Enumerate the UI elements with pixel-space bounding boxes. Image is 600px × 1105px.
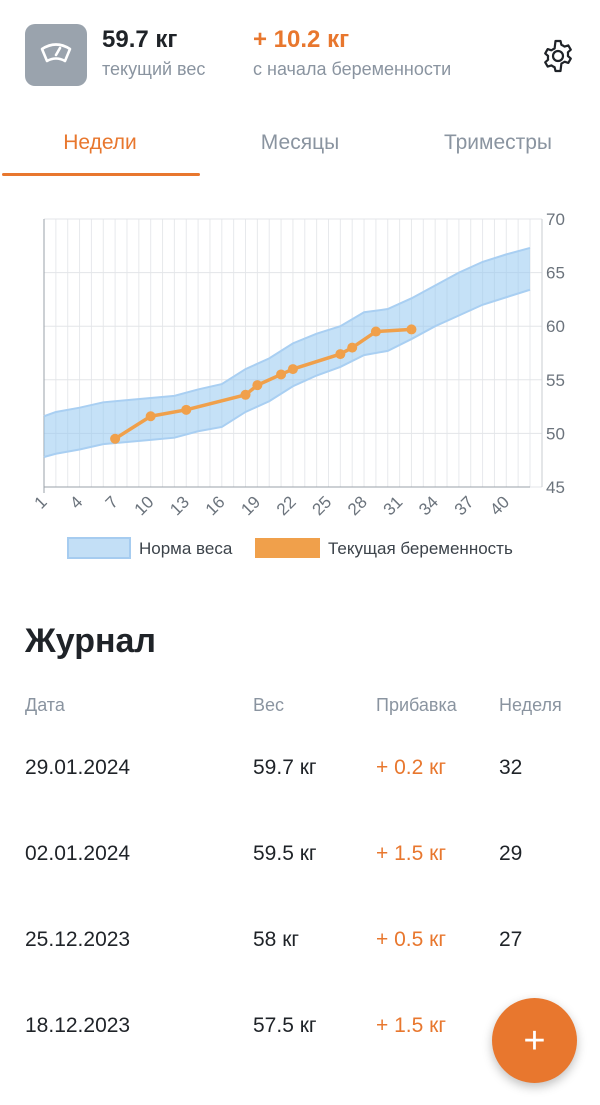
row-weight: 59.5 кг (253, 842, 317, 865)
row-date: 02.01.2024 (25, 842, 131, 865)
x-tick-label: 19 (237, 492, 264, 519)
row-weight: 59.7 кг (253, 756, 317, 779)
pregnancy-weight-point (110, 433, 121, 444)
tab-months[interactable]: Месяцы (260, 131, 340, 154)
row-gain: + 1.5 кг (376, 842, 446, 865)
column-header-date: Дата (25, 695, 65, 715)
pregnancy-weight-point (276, 369, 287, 380)
current-weight-block: 59.7 кг текущий вес (102, 26, 205, 81)
gain-block: + 10.2 кг с начала беременности (253, 26, 451, 81)
x-tick-label: 7 (102, 492, 122, 512)
table-row[interactable]: 18.12.2023 57.5 кг + 1.5 кг 26 (0, 1010, 600, 1096)
x-tick-label: 22 (273, 492, 300, 519)
table-row[interactable]: 25.12.2023 58 кг + 0.5 кг 27 (0, 924, 600, 1010)
x-tick-label: 40 (486, 492, 513, 519)
row-date: 25.12.2023 (25, 928, 131, 951)
y-tick-label: 70 (546, 210, 565, 229)
current-weight-label: текущий вес (102, 59, 206, 79)
x-tick-label: 34 (415, 492, 442, 519)
pregnancy-weight-point (335, 349, 346, 360)
pregnancy-weight-point (181, 404, 192, 415)
active-tab-indicator (2, 173, 200, 176)
table-row[interactable]: 29.01.2024 59.7 кг + 0.2 кг 32 (0, 752, 600, 838)
period-tabs: Недели Месяцы Триместры (0, 118, 600, 178)
x-tick-label: 31 (380, 492, 407, 519)
x-tick-label: 37 (451, 492, 478, 519)
row-weight: 58 кг (253, 928, 300, 951)
row-gain: + 0.2 кг (376, 756, 446, 779)
row-date: 29.01.2024 (25, 756, 131, 779)
legend-label-norm: Норма веса (139, 539, 233, 558)
column-header-gain: Прибавка (376, 695, 457, 715)
y-tick-label: 45 (546, 478, 565, 497)
pregnancy-weight-point (145, 411, 156, 422)
x-tick-label: 28 (344, 492, 371, 519)
tab-weeks[interactable]: Недели (63, 131, 137, 154)
legend-swatch-pregnancy (255, 538, 320, 558)
norm-band-area (44, 247, 530, 457)
gear-icon[interactable] (540, 38, 576, 74)
row-gain: + 1.5 кг (376, 1014, 446, 1037)
plus-icon: + (523, 1019, 546, 1062)
legend-label-pregnancy: Текущая беременность (328, 539, 513, 558)
summary-header: 59.7 кг текущий вес + 10.2 кг с начала б… (0, 0, 600, 110)
x-tick-label: 13 (166, 492, 193, 519)
pregnancy-weight-point (252, 380, 263, 391)
row-gain: + 0.5 кг (376, 928, 446, 951)
journal-title: Журнал (25, 622, 157, 660)
gain-value: + 10.2 кг (253, 26, 350, 53)
x-tick-label: 10 (131, 492, 158, 519)
add-entry-button[interactable]: + (492, 998, 577, 1083)
weight-chart-svg: 45 50 55 60 65 70 1 4 7 10 13 16 19 22 25 28 31 34 37 40 Нор… (31, 210, 565, 559)
table-row[interactable]: 02.01.2024 59.5 кг + 1.5 кг 29 (0, 838, 600, 924)
column-header-weight: Вес (253, 695, 285, 715)
row-week: 29 (499, 842, 523, 865)
y-tick-label: 65 (546, 264, 565, 283)
tab-trimesters[interactable]: Триместры (443, 131, 553, 154)
row-date: 18.12.2023 (25, 1014, 131, 1037)
norm-band-upper-line (43, 246, 531, 418)
legend-swatch-norm (67, 537, 131, 559)
gain-label: с начала беременности (253, 59, 452, 79)
pregnancy-weight-point (370, 326, 381, 337)
pregnancy-weight-point (347, 342, 358, 353)
row-weight: 57.5 кг (253, 1014, 317, 1037)
row-week: 27 (499, 928, 523, 951)
y-tick-label: 55 (546, 371, 565, 390)
y-tick-label: 60 (546, 317, 565, 336)
pregnancy-weight-point (240, 389, 251, 400)
column-header-week: Неделя (499, 695, 562, 715)
row-week: 32 (499, 756, 523, 779)
weight-chart: 45 50 55 60 65 70 1 4 7 10 13 16 19 22 25 28 31 34 37 40 Нор… (0, 205, 600, 575)
pregnancy-weight-point (287, 364, 298, 375)
x-tick-label: 25 (309, 492, 336, 519)
pregnancy-weight-point (406, 324, 417, 335)
x-tick-label: 4 (66, 492, 86, 512)
x-tick-label: 16 (202, 492, 229, 519)
x-tick-label: 1 (31, 492, 51, 512)
y-tick-label: 50 (546, 424, 565, 443)
scale-icon (25, 24, 87, 86)
current-weight-value: 59.7 кг (102, 26, 178, 53)
